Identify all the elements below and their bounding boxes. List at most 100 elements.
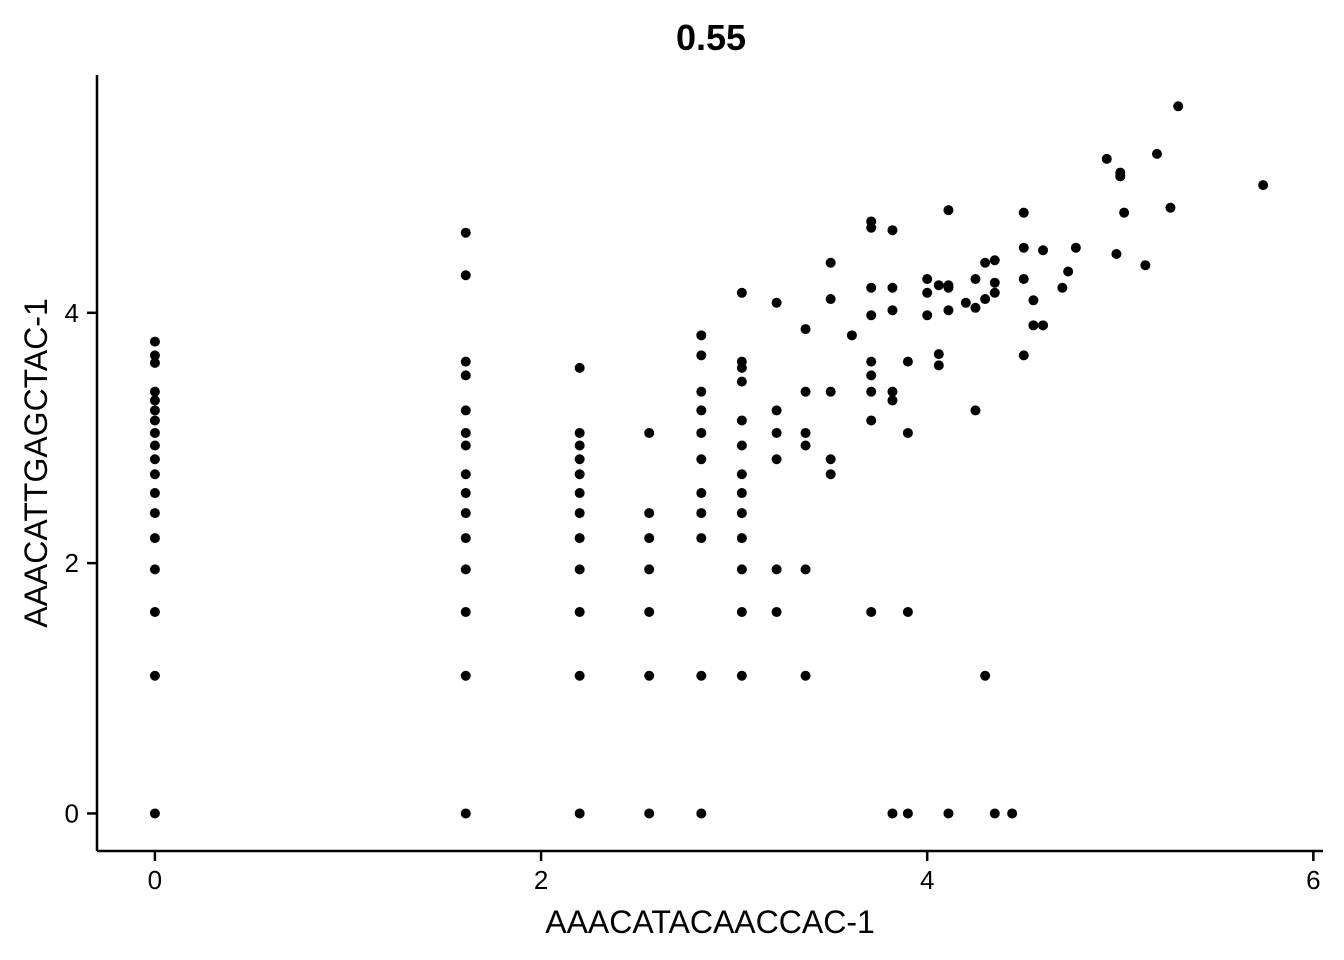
data-point bbox=[800, 670, 811, 681]
data-point bbox=[943, 205, 954, 216]
data-point bbox=[825, 257, 836, 268]
data-point bbox=[771, 454, 782, 465]
data-point bbox=[149, 395, 160, 406]
data-point bbox=[644, 427, 655, 438]
data-point bbox=[989, 277, 1000, 288]
data-point bbox=[771, 405, 782, 416]
y-tick-label: 2 bbox=[65, 548, 79, 578]
data-point bbox=[970, 274, 981, 285]
data-point bbox=[149, 415, 160, 426]
data-point bbox=[574, 808, 585, 819]
data-point bbox=[460, 370, 471, 381]
data-point bbox=[943, 305, 954, 316]
data-point bbox=[460, 405, 471, 416]
data-point bbox=[825, 386, 836, 397]
data-point bbox=[696, 508, 707, 519]
data-point bbox=[149, 606, 160, 617]
data-point bbox=[922, 274, 933, 285]
data-point bbox=[696, 454, 707, 465]
data-point bbox=[644, 533, 655, 544]
data-point bbox=[574, 508, 585, 519]
data-point bbox=[574, 362, 585, 373]
data-point bbox=[887, 225, 898, 236]
data-point bbox=[902, 356, 913, 367]
data-point bbox=[149, 454, 160, 465]
data-point bbox=[696, 427, 707, 438]
data-point bbox=[943, 808, 954, 819]
data-point bbox=[980, 294, 991, 305]
y-tick-label: 4 bbox=[65, 298, 79, 328]
data-point bbox=[980, 257, 991, 268]
data-point bbox=[1018, 207, 1029, 218]
data-point bbox=[1018, 350, 1029, 361]
data-point bbox=[736, 376, 747, 387]
data-point bbox=[771, 297, 782, 308]
x-tick-label: 6 bbox=[1306, 865, 1320, 895]
data-point bbox=[736, 356, 747, 367]
data-point bbox=[866, 386, 877, 397]
data-point bbox=[771, 606, 782, 617]
data-point bbox=[149, 336, 160, 347]
data-point bbox=[460, 606, 471, 617]
data-point bbox=[989, 287, 1000, 298]
data-points bbox=[149, 101, 1269, 819]
data-point bbox=[846, 330, 857, 341]
data-point bbox=[866, 606, 877, 617]
data-point bbox=[887, 305, 898, 316]
data-point bbox=[866, 216, 877, 227]
data-point bbox=[1165, 202, 1176, 213]
data-point bbox=[960, 297, 971, 308]
data-point bbox=[736, 488, 747, 499]
data-point bbox=[771, 427, 782, 438]
data-point bbox=[696, 405, 707, 416]
data-point bbox=[866, 370, 877, 381]
data-point bbox=[1173, 101, 1184, 112]
data-point bbox=[800, 324, 811, 335]
data-point bbox=[1018, 242, 1029, 253]
data-point bbox=[460, 488, 471, 499]
data-point bbox=[574, 606, 585, 617]
data-point bbox=[460, 227, 471, 238]
data-point bbox=[460, 564, 471, 575]
y-tick-label: 0 bbox=[65, 798, 79, 828]
data-point bbox=[933, 349, 944, 360]
data-point bbox=[644, 564, 655, 575]
data-point bbox=[149, 427, 160, 438]
data-point bbox=[943, 280, 954, 291]
data-point bbox=[1119, 207, 1130, 218]
data-point bbox=[887, 808, 898, 819]
data-point bbox=[574, 454, 585, 465]
data-point bbox=[866, 282, 877, 293]
data-point bbox=[574, 469, 585, 480]
data-point bbox=[800, 440, 811, 451]
data-point bbox=[1115, 167, 1126, 178]
data-point bbox=[736, 415, 747, 426]
x-tick-label: 2 bbox=[534, 865, 548, 895]
x-tick-label: 0 bbox=[148, 865, 162, 895]
data-point bbox=[1057, 282, 1068, 293]
data-point bbox=[970, 302, 981, 313]
data-point bbox=[149, 350, 160, 361]
data-point bbox=[825, 469, 836, 480]
data-point bbox=[736, 564, 747, 575]
data-point bbox=[696, 330, 707, 341]
data-point bbox=[825, 454, 836, 465]
data-point bbox=[1018, 274, 1029, 285]
data-point bbox=[149, 469, 160, 480]
data-point bbox=[574, 488, 585, 499]
data-point bbox=[696, 670, 707, 681]
data-point bbox=[736, 469, 747, 480]
data-point bbox=[989, 808, 1000, 819]
data-point bbox=[887, 395, 898, 406]
data-point bbox=[736, 606, 747, 617]
data-point bbox=[644, 670, 655, 681]
data-point bbox=[1028, 320, 1039, 331]
data-point bbox=[800, 386, 811, 397]
data-point bbox=[149, 440, 160, 451]
data-point bbox=[736, 440, 747, 451]
data-point bbox=[800, 564, 811, 575]
data-point bbox=[771, 564, 782, 575]
data-point bbox=[644, 508, 655, 519]
x-ticks: 0 2 4 6 bbox=[148, 851, 1321, 895]
